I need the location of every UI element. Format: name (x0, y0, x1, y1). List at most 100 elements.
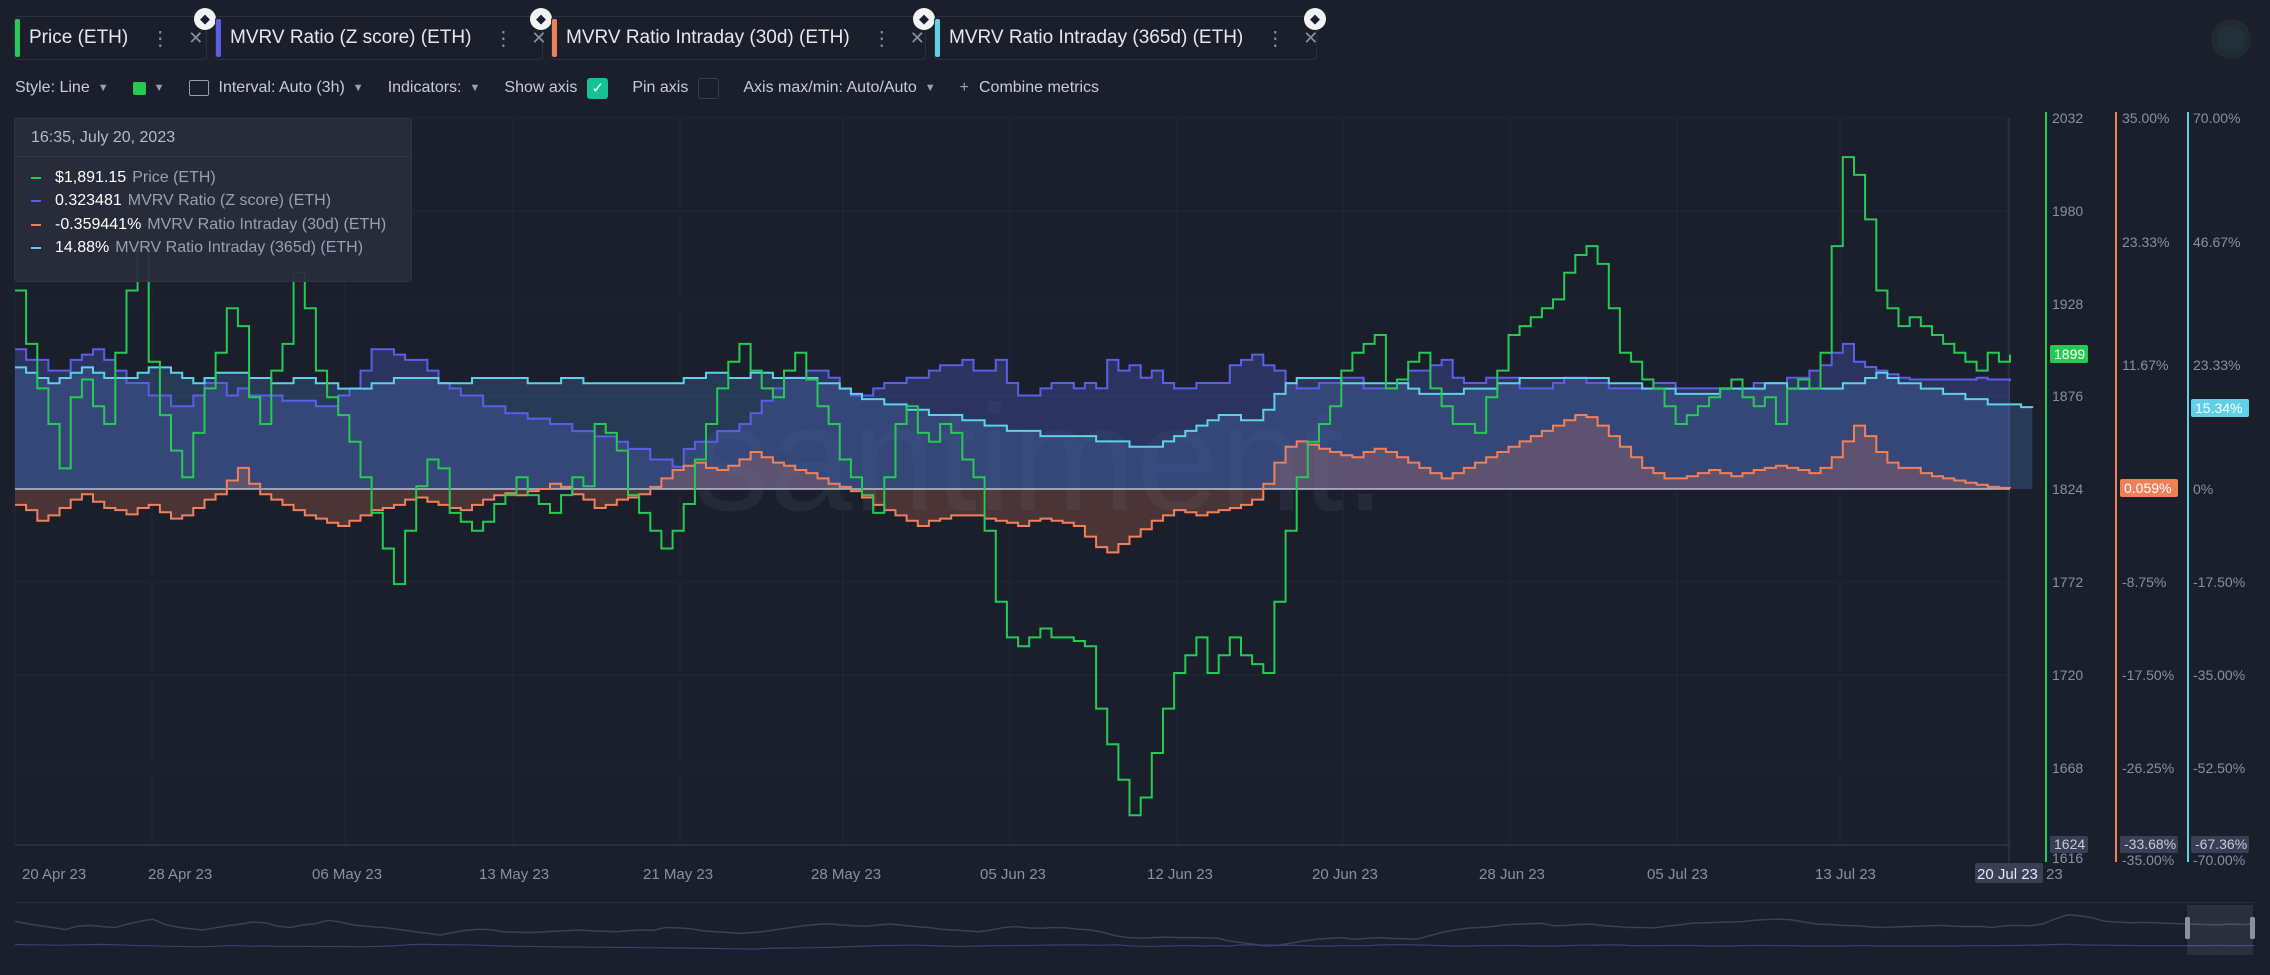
x-tick-label: 28 May 23 (811, 866, 881, 883)
mvrv365-tick-label: 23.33% (2193, 357, 2240, 373)
legend-swatch (31, 223, 41, 226)
mvrv30-current-badge (2120, 479, 2178, 497)
price-tick-label: 1928 (2052, 296, 2083, 312)
mvrv365-area (15, 367, 2033, 489)
price-tick-label: 1668 (2052, 760, 2083, 776)
interval-dropdown[interactable]: Interval: Auto (3h) ▼ (188, 79, 364, 97)
axis-maxmin-dropdown[interactable]: Axis max/min: Auto/Auto ▼ (743, 79, 935, 97)
checkbox-unchecked-icon[interactable] (698, 77, 720, 99)
tab-label: MVRV Ratio Intraday (365d) (ETH) (949, 27, 1244, 48)
checkbox-checked-icon[interactable]: ✓ (587, 77, 609, 99)
tab-mvrv-zscore[interactable]: MVRV Ratio (Z score) (ETH) ⋮ ✕ ◆ (215, 8, 552, 60)
color-swatch (132, 81, 146, 95)
mvrv365-tick-label: -17.50% (2193, 574, 2245, 590)
more-options-icon[interactable]: ⋮ (150, 27, 171, 50)
mvrv365-current-badge (2191, 399, 2249, 417)
mvrv30-min-badge (2120, 836, 2178, 853)
price-tick-label: 1824 (2052, 481, 2083, 497)
price-tick-label: 1980 (2052, 203, 2083, 219)
price-current-label: 1899 (2054, 346, 2085, 362)
close-icon[interactable]: ✕ (188, 27, 204, 48)
indicators-dropdown[interactable]: Indicators: ▼ (388, 79, 481, 97)
mvrv30-tick-label: 11.67% (2122, 357, 2168, 373)
tooltip-legend: 16:35, July 20, 2023 $1,891.15 Price (ETH… (14, 118, 412, 282)
legend-date: 16:35, July 20, 2023 (15, 119, 411, 157)
mvrv30-tick-label: -35.00% (2122, 852, 2174, 868)
indicators-label: Indicators: (387, 79, 462, 96)
minimap-zscore (15, 943, 2255, 950)
mvrv30-tick-label: 23.33% (2122, 234, 2169, 250)
price-tick-label: 1616 (2052, 850, 2083, 866)
price-tick-label: 2032 (2052, 110, 2083, 126)
x-tick-label: 20 Jun 23 (1312, 866, 1378, 883)
price-min-label: 1624 (2054, 836, 2085, 852)
axes: 2032 1980 1928 1876 1824 1772 1720 1668 1616 1899… (2045, 110, 2249, 868)
legend-name: MVRV Ratio Intraday (365d) (ETH) (115, 239, 364, 257)
more-options-icon[interactable]: ⋮ (1265, 27, 1286, 50)
tab-label: Price (ETH) (29, 27, 129, 48)
mvrv30-area (15, 415, 2010, 553)
mvrv30-tick-label: -17.50% (2122, 667, 2174, 683)
x-tick-label: 20 Apr 23 (22, 866, 86, 883)
mvrv365-tick-label: 46.67% (2193, 234, 2240, 250)
more-options-icon[interactable]: ⋮ (493, 27, 514, 50)
tab-label: MVRV Ratio (Z score) (ETH) (230, 27, 472, 48)
pin-axis-toggle[interactable]: Pin axis (632, 77, 720, 99)
tab-mvrv-365d[interactable]: MVRV Ratio Intraday (365d) (ETH) ⋮ ✕ ◆ (934, 8, 1326, 60)
legend-swatch (31, 176, 41, 179)
legend-swatch (31, 200, 41, 203)
mvrv365-current-label: 15.34% (2195, 400, 2242, 416)
tab-price[interactable]: Price (ETH) ⋮ ✕ ◆ (14, 8, 216, 60)
series-lines (15, 156, 2034, 817)
close-icon[interactable]: ✕ (1303, 27, 1319, 48)
price-min-badge (2050, 836, 2088, 853)
mvrv30-current-label: 0.059% (2124, 480, 2171, 496)
x-tick-label: 28 Apr 23 (148, 866, 212, 883)
plus-icon: + (959, 79, 969, 96)
color-picker[interactable]: ▼ (132, 81, 165, 95)
x-axis-ticks: 20 Apr 23 28 Apr 23 06 May 23 13 May 23 21 M… (22, 863, 2063, 883)
mvrv365-min-badge (2191, 836, 2249, 853)
combine-metrics-button[interactable]: + Combine metrics (960, 79, 1099, 97)
interval-label: Interval: Auto (3h) (218, 79, 345, 96)
x-tick-label: 28 Jun 23 (1479, 866, 1545, 883)
range-handle-right[interactable] (2250, 917, 2255, 939)
mvrv365-tick-label: -35.00% (2193, 667, 2245, 683)
legend-value: 0.323481 (55, 192, 122, 210)
price-current-badge (2050, 345, 2088, 363)
legend-value: $1,891.15 (55, 168, 127, 186)
price-tick-label: 1876 (2052, 388, 2083, 404)
close-icon[interactable]: ✕ (909, 27, 925, 48)
close-icon[interactable]: ✕ (531, 27, 547, 48)
zscore-area (15, 343, 2010, 489)
legend-row-price: $1,891.15 Price (ETH) (15, 166, 411, 190)
legend-value: -0.359441% (55, 215, 142, 233)
range-handle-left[interactable] (2185, 917, 2190, 939)
series-areas (15, 343, 2033, 553)
eth-icon: ◆ (1304, 8, 1326, 30)
mvrv30-tick-label: -8.75% (2122, 574, 2166, 590)
show-axis-toggle[interactable]: Show axis ✓ (504, 77, 609, 99)
tab-label: MVRV Ratio Intraday (30d) (ETH) (566, 27, 850, 48)
legend-value: 14.88% (55, 239, 110, 257)
more-options-icon[interactable]: ⋮ (871, 27, 892, 50)
chevron-down-icon: ▼ (469, 82, 481, 94)
range-navigator[interactable] (15, 902, 2255, 957)
price-line (15, 156, 2011, 817)
legend-name: Price (ETH) (132, 168, 216, 186)
chevron-down-icon: ▼ (153, 82, 165, 94)
mvrv365-min-label: -67.36% (2195, 836, 2247, 852)
range-window[interactable] (2187, 905, 2253, 955)
avatar[interactable] (2217, 25, 2245, 53)
mvrv30-tick-label: -26.25% (2122, 760, 2174, 776)
tab-mvrv-30d[interactable]: MVRV Ratio Intraday (30d) (ETH) ⋮ ✕ ◆ (551, 8, 935, 60)
price-tick-label: 1772 (2052, 574, 2083, 590)
style-dropdown[interactable]: Style: Line ▼ (15, 79, 109, 97)
tab-color-bar (935, 19, 940, 57)
mvrv30-tick-label: 35.00% (2122, 110, 2169, 126)
x-tick-label: 20 Jul 23 (1977, 866, 2038, 883)
watermark: santiment. (694, 374, 1386, 542)
tab-color-bar (552, 19, 557, 57)
mvrv365-tick-label: 0% (2193, 481, 2213, 497)
